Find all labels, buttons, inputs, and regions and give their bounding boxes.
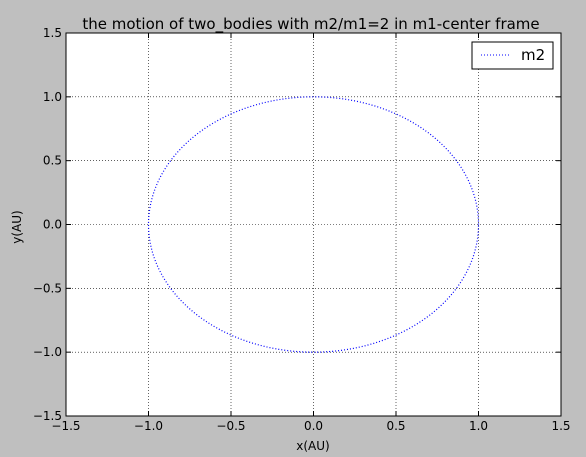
tick-marks bbox=[65, 32, 562, 417]
grid bbox=[66, 33, 561, 416]
series-layer bbox=[147, 96, 480, 353]
x-tick-label: 1.0 bbox=[469, 419, 488, 433]
y-tick-label: −0.5 bbox=[33, 281, 62, 295]
y-tick-label: 0.5 bbox=[43, 154, 62, 168]
series-m2-orbit bbox=[147, 96, 480, 353]
legend-label-m2: m2 bbox=[521, 46, 545, 64]
x-axis-label: x(AU) bbox=[296, 439, 329, 453]
x-tick-labels: −1.5 −1.0 −0.5 0.0 0.5 1.0 1.5 bbox=[51, 419, 570, 433]
legend-box bbox=[471, 41, 554, 70]
y-tick-label: 0.0 bbox=[43, 218, 62, 232]
y-axis-label: y(AU) bbox=[10, 210, 24, 243]
x-tick-label: 0.0 bbox=[304, 419, 323, 433]
legend: m2 bbox=[471, 41, 554, 70]
y-tick-label: 1.5 bbox=[43, 26, 62, 40]
y-tick-labels: −1.5 −1.0 −0.5 0.0 0.5 1.0 1.5 bbox=[33, 26, 62, 423]
y-tick-label: −1.0 bbox=[33, 345, 62, 359]
y-tick-label: 1.0 bbox=[43, 90, 62, 104]
x-tick-label: −1.5 bbox=[51, 419, 80, 433]
x-tick-label: 1.5 bbox=[551, 419, 570, 433]
x-tick-label: 0.5 bbox=[386, 419, 405, 433]
x-tick-label: −0.5 bbox=[216, 419, 245, 433]
x-tick-label: −1.0 bbox=[134, 419, 163, 433]
y-tick-label: −1.5 bbox=[33, 409, 62, 423]
chart-title: the motion of two_bodies with m2/m1=2 in… bbox=[82, 15, 539, 34]
